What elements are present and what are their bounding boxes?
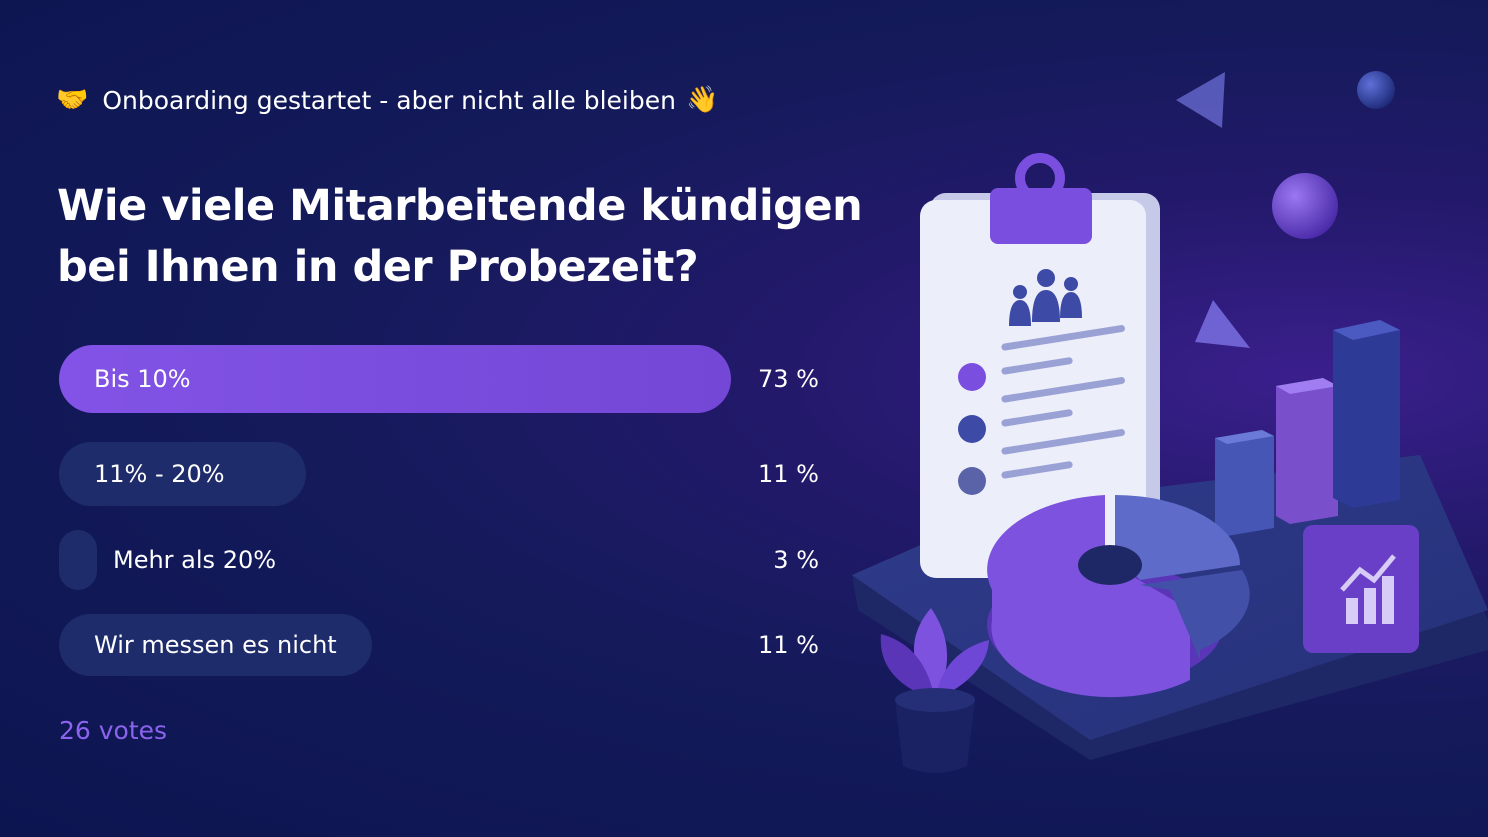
- floating-pyramid-shape: [1176, 72, 1225, 128]
- poll-option-bar: [59, 345, 731, 413]
- poll-option-bar: [59, 530, 97, 590]
- poll-option-percent: 73 %: [758, 365, 819, 393]
- plant-illustration: [880, 608, 989, 773]
- kicker-text: Onboarding gestartet - aber nicht alle b…: [102, 85, 676, 115]
- trend-chart-icon: [1303, 525, 1419, 653]
- floating-pyramid-shape: [1195, 300, 1250, 348]
- poll-option-bar: [59, 614, 372, 676]
- team-icon: [1009, 269, 1082, 326]
- poll-option-percent: 11 %: [758, 460, 819, 488]
- poll-option-label: Wir messen es nicht: [94, 631, 337, 659]
- poll-kicker: 🤝 Onboarding gestartet - aber nicht alle…: [56, 80, 718, 120]
- poll-option-bar: [59, 442, 306, 506]
- poll-option-11-20[interactable]: 11% - 20% 11 %: [59, 442, 819, 506]
- poll-option-mehr-als-20[interactable]: Mehr als 20% 3 %: [59, 530, 819, 590]
- floating-sphere-small: [1357, 71, 1395, 109]
- poll-option-percent: 11 %: [758, 631, 819, 659]
- floating-sphere-large: [1272, 173, 1338, 239]
- donut-chart-illustration: [987, 495, 1250, 698]
- poll-option-label: Mehr als 20%: [113, 546, 277, 574]
- vote-count: 26 votes: [59, 716, 168, 745]
- clipboard-illustration: [920, 153, 1160, 578]
- handshake-icon: 🤝: [56, 85, 89, 115]
- poll-question: Wie viele Mitarbeitende kündigen bei Ihn…: [57, 181, 863, 292]
- poll-option-label: 11% - 20%: [94, 460, 225, 488]
- poll-option-wir-messen-es-nicht[interactable]: Wir messen es nicht 11 %: [59, 614, 819, 676]
- bar-chart-illustration: [1215, 320, 1400, 536]
- poll-option-label: Bis 10%: [94, 365, 191, 393]
- analytics-illustration: [852, 71, 1488, 773]
- waving-hand-icon: 👋: [685, 85, 719, 115]
- poll-option-percent: 3 %: [773, 546, 819, 574]
- poll-option-bis-10[interactable]: Bis 10% 73 %: [59, 345, 819, 413]
